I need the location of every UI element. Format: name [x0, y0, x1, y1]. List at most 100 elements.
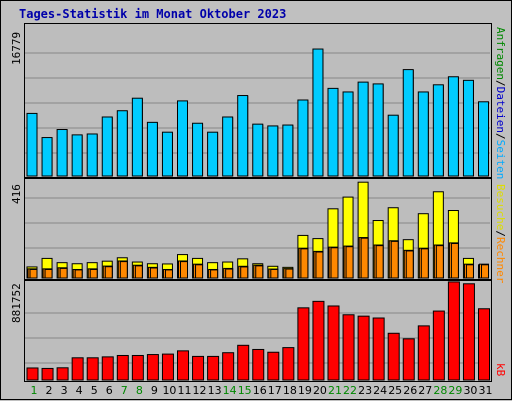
bar-kb: [297, 307, 310, 381]
bar-rechner: [465, 264, 474, 279]
bar-kb: [372, 317, 385, 381]
bar-rechner: [255, 265, 264, 279]
bar-anfragen: [417, 91, 429, 177]
bar-kb: [432, 310, 445, 381]
bar-kb: [192, 355, 205, 381]
bar-anfragen: [312, 48, 324, 177]
bar-rechner: [375, 245, 384, 279]
bar-kb: [161, 353, 174, 381]
bar-anfragen: [131, 97, 143, 177]
bar-rechner: [390, 240, 399, 279]
bar-rechner: [270, 268, 279, 279]
bar-anfragen: [41, 137, 53, 177]
bar-rechner: [345, 246, 354, 279]
x-tick-day: 4: [75, 384, 83, 397]
bar-kb: [146, 354, 159, 381]
bar-anfragen: [237, 95, 249, 177]
bar-anfragen: [402, 69, 414, 177]
bar-kb: [222, 352, 235, 381]
bar-anfragen: [116, 110, 128, 177]
bar-kb: [177, 350, 189, 381]
x-tick-day: 24: [373, 384, 388, 397]
bar-rechner: [315, 251, 324, 279]
bar-rechner: [225, 268, 234, 279]
bar-kb: [56, 367, 69, 381]
x-tick-day: 1: [30, 384, 38, 397]
x-tick-day: 19: [297, 384, 312, 397]
bar-rechner: [164, 269, 173, 279]
x-tick-day: 7: [120, 384, 128, 397]
bar-kb: [417, 325, 430, 381]
bar-rechner: [405, 250, 414, 279]
bar-kb: [387, 332, 400, 381]
bar-kb: [462, 283, 475, 381]
bar-anfragen: [387, 114, 399, 177]
x-tick-day: 3: [60, 384, 68, 397]
bar-anfragen: [101, 116, 113, 177]
bar-kb: [252, 348, 265, 381]
bar-anfragen: [161, 131, 173, 177]
bar-anfragen: [297, 99, 309, 177]
bar-anfragen: [86, 133, 98, 177]
bar-anfragen: [327, 87, 339, 177]
bar-anfragen: [146, 121, 158, 177]
bar-anfragen: [478, 101, 489, 177]
bar-kb: [478, 308, 490, 381]
x-tick-day: 29: [448, 384, 463, 397]
x-tick-day: 18: [282, 384, 297, 397]
bar-rechner: [44, 268, 53, 279]
x-tick-day: 13: [207, 384, 222, 397]
bar-rechner: [149, 267, 158, 279]
x-tick-day: 5: [90, 384, 98, 397]
bar-rechner: [195, 264, 204, 279]
bar-kb: [282, 347, 295, 381]
bar-rechner: [210, 269, 219, 279]
x-tick-day: 2: [45, 384, 53, 397]
bar-kb: [116, 354, 129, 381]
x-tick-day: 20: [312, 384, 327, 397]
bar-anfragen: [252, 123, 264, 177]
x-tick-day: 11: [177, 384, 192, 397]
x-tick-day: 6: [105, 384, 113, 397]
bar-rechner: [180, 261, 188, 279]
bar-anfragen: [447, 76, 459, 177]
x-tick-day: 15: [237, 384, 252, 397]
x-tick-day: 27: [418, 384, 433, 397]
bar-anfragen: [192, 122, 204, 177]
bar-kb: [71, 357, 84, 381]
bar-anfragen: [432, 84, 444, 177]
bar-rechner: [450, 243, 459, 279]
x-tick-day: 16: [252, 384, 267, 397]
bar-kb: [447, 281, 460, 381]
bar-kb: [402, 338, 415, 381]
bar-rechner: [420, 248, 429, 279]
bar-kb: [267, 351, 280, 381]
x-tick-day: 23: [358, 384, 373, 397]
bar-rechner: [240, 266, 249, 279]
bar-anfragen: [71, 134, 83, 177]
bar-kb: [26, 367, 39, 381]
bar-rechner: [330, 247, 339, 279]
x-tick-day: 14: [222, 384, 237, 397]
bar-kb: [357, 315, 370, 381]
bar-kb: [312, 300, 325, 381]
bar-rechner: [104, 266, 113, 279]
bar-anfragen: [282, 124, 294, 177]
bar-kb: [101, 356, 114, 381]
bar-kb: [327, 305, 340, 381]
bar-rechner: [435, 245, 444, 279]
bar-kb: [342, 314, 355, 381]
bar-anfragen: [357, 81, 369, 177]
bar-kb: [41, 367, 54, 381]
chart-title: Tages-Statistik im Monat Oktober 2023: [19, 7, 287, 21]
bar-rechner: [134, 265, 143, 279]
bar-rechner: [89, 268, 98, 279]
x-tick-day: 30: [463, 384, 478, 397]
bar-anfragen: [207, 131, 219, 177]
bar-rechner: [59, 267, 68, 279]
x-tick-day: 17: [267, 384, 282, 397]
bar-anfragen: [267, 125, 279, 177]
x-tick-day: 10: [162, 384, 177, 397]
bar-rechner: [481, 264, 489, 279]
